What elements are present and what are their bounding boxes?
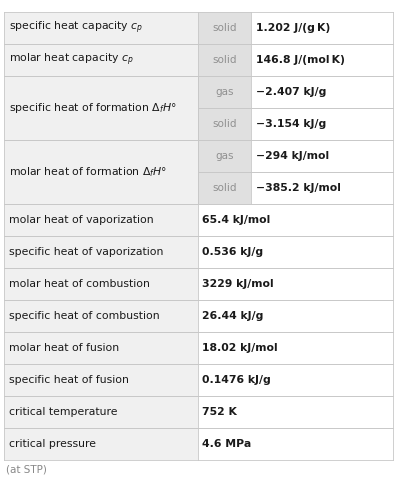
Bar [251, 108, 393, 140]
Text: −294 kJ/mol: −294 kJ/mol [256, 151, 329, 161]
Text: molar heat of formation $\Delta_f H°$: molar heat of formation $\Delta_f H°$ [9, 165, 167, 179]
Bar [4, 140, 198, 204]
Text: −2.407 kJ/g: −2.407 kJ/g [256, 87, 327, 97]
Bar [4, 76, 198, 140]
Text: specific heat of formation $\Delta_f H°$: specific heat of formation $\Delta_f H°$ [9, 101, 177, 115]
Text: molar heat of combustion: molar heat of combustion [9, 279, 150, 289]
Bar [4, 364, 198, 396]
Bar [198, 204, 393, 236]
Bar [198, 12, 251, 44]
Text: solid: solid [212, 183, 237, 193]
Bar [4, 236, 198, 268]
Text: 0.536 kJ/g: 0.536 kJ/g [202, 247, 264, 257]
Bar [198, 332, 393, 364]
Bar [198, 428, 393, 460]
Text: 3229 kJ/mol: 3229 kJ/mol [202, 279, 274, 289]
Bar [198, 76, 251, 108]
Bar [198, 172, 251, 204]
Text: gas: gas [215, 151, 234, 161]
Text: 18.02 kJ/mol: 18.02 kJ/mol [202, 343, 278, 353]
Bar [4, 300, 198, 332]
Bar [4, 428, 198, 460]
Text: specific heat of fusion: specific heat of fusion [9, 375, 129, 385]
Bar [4, 204, 198, 236]
Text: specific heat of vaporization: specific heat of vaporization [9, 247, 163, 257]
Bar [4, 268, 198, 300]
Text: solid: solid [212, 55, 237, 65]
Text: critical pressure: critical pressure [9, 439, 96, 449]
Bar [4, 44, 198, 76]
Text: critical temperature: critical temperature [9, 407, 117, 417]
Text: 146.8 J/(mol K): 146.8 J/(mol K) [256, 55, 345, 65]
Bar [198, 236, 393, 268]
Text: 0.1476 kJ/g: 0.1476 kJ/g [202, 375, 271, 385]
Text: −385.2 kJ/mol: −385.2 kJ/mol [256, 183, 341, 193]
Text: 65.4 kJ/mol: 65.4 kJ/mol [202, 215, 271, 225]
Text: molar heat of fusion: molar heat of fusion [9, 343, 119, 353]
Text: 26.44 kJ/g: 26.44 kJ/g [202, 311, 264, 321]
Bar [251, 44, 393, 76]
Bar [198, 300, 393, 332]
Text: specific heat of combustion: specific heat of combustion [9, 311, 159, 321]
Bar [198, 140, 251, 172]
Bar [251, 76, 393, 108]
Bar [251, 140, 393, 172]
Text: solid: solid [212, 23, 237, 33]
Bar [4, 396, 198, 428]
Bar [4, 332, 198, 364]
Bar [198, 268, 393, 300]
Bar [251, 12, 393, 44]
Bar [198, 44, 251, 76]
Text: 752 K: 752 K [202, 407, 237, 417]
Text: −3.154 kJ/g: −3.154 kJ/g [256, 119, 326, 129]
Bar [198, 396, 393, 428]
Bar [198, 364, 393, 396]
Text: specific heat capacity $c_p$: specific heat capacity $c_p$ [9, 20, 143, 37]
Bar [4, 12, 198, 44]
Text: (at STP): (at STP) [6, 464, 47, 474]
Text: 1.202 J/(g K): 1.202 J/(g K) [256, 23, 330, 33]
Text: 4.6 MPa: 4.6 MPa [202, 439, 252, 449]
Text: molar heat capacity $c_p$: molar heat capacity $c_p$ [9, 52, 133, 68]
Bar [251, 172, 393, 204]
Text: solid: solid [212, 119, 237, 129]
Bar [198, 108, 251, 140]
Text: gas: gas [215, 87, 234, 97]
Text: molar heat of vaporization: molar heat of vaporization [9, 215, 153, 225]
